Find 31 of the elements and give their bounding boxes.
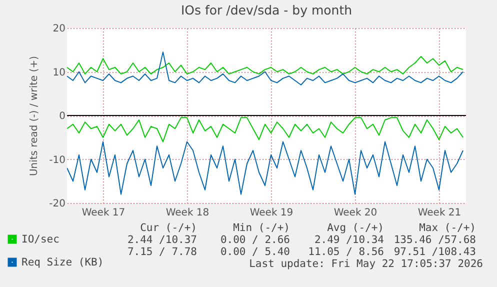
text: Last update: Fri May 22 17:05:37 2026 — [249, 258, 483, 270]
line-series — [67, 141, 464, 195]
y-tick-label: -20 — [49, 198, 66, 210]
x-tick-label: Week 20 — [334, 208, 378, 218]
x-tick-label: Week 19 — [250, 208, 294, 218]
y-axis-title: Units read (-) / write (+) — [29, 56, 40, 176]
text: 11.05 / 8.56 — [308, 246, 384, 258]
line-series — [67, 52, 464, 86]
text: 7.15 / 7.78 — [127, 246, 197, 258]
text: 2.44 /10.37 — [127, 234, 197, 246]
line-series — [67, 117, 464, 142]
text: Max (-/+) — [419, 222, 476, 234]
y-tick-label: 10 — [52, 67, 66, 78]
text: 97.51 /108.43 — [394, 246, 476, 258]
text: Min (-/+) — [233, 222, 290, 234]
legend-label: Req Size (KB) — [22, 256, 104, 268]
text: 2.49 /10.34 — [314, 234, 384, 246]
chart-title: IOs for /dev/sda - by month — [180, 2, 352, 18]
line-series — [67, 56, 464, 74]
legend-label: IO/sec — [22, 233, 60, 246]
x-tick-label: Week 21 — [418, 208, 462, 218]
text: 135.46 /57.68 — [394, 234, 476, 246]
x-tick-label: Week 17 — [82, 208, 126, 218]
text: 0.00 / 2.66 — [220, 234, 290, 246]
text: 0.00 / 5.40 — [220, 246, 290, 258]
text: Avg (-/+) — [327, 222, 384, 234]
text: Cur (-/+) — [140, 222, 197, 234]
y-tick-label: 0 — [59, 111, 66, 122]
y-tick-label: -10 — [49, 154, 66, 166]
x-tick-label: Week 18 — [166, 208, 210, 218]
y-tick-label: 20 — [52, 24, 66, 34]
